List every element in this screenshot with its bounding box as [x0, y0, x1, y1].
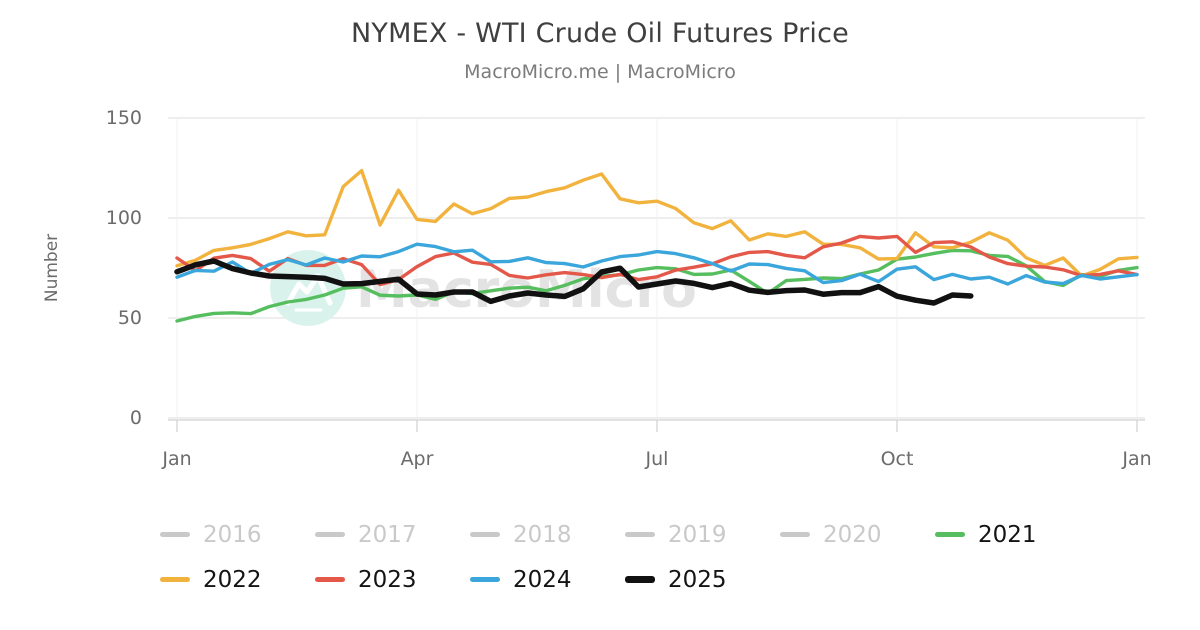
legend-label: 2016 — [203, 521, 262, 548]
legend-item-2019[interactable]: 2019 — [625, 522, 780, 548]
legend-item-2021[interactable]: 2021 — [935, 522, 1090, 548]
legend-dash-icon — [470, 577, 500, 582]
legend-row-1: 2016 2017 2018 2019 2020 2021 — [160, 512, 1170, 557]
legend-item-2025[interactable]: 2025 — [625, 567, 780, 593]
y-tick-label-100: 100 — [105, 207, 142, 229]
legend-label: 2020 — [823, 521, 882, 548]
x-tick-label-1-apr: Apr — [400, 448, 434, 470]
chart-title: NYMEX - WTI Crude Oil Futures Price — [351, 18, 849, 49]
x-tick-label-3-oct: Oct — [880, 448, 914, 470]
legend-label: 2017 — [358, 521, 417, 548]
legend-dash-icon — [160, 577, 190, 582]
legend-item-2023[interactable]: 2023 — [315, 567, 470, 593]
x-tick-label-0-jan: Jan — [162, 448, 192, 470]
legend-dash-icon — [625, 576, 655, 583]
legend: 2016 2017 2018 2019 2020 2021 2022 2023 2024 2025 — [160, 512, 1170, 602]
y-tick-label-50: 50 — [117, 307, 142, 329]
legend-dash-icon — [780, 532, 810, 537]
legend-item-2016[interactable]: 2016 — [160, 522, 315, 548]
legend-dash-icon — [935, 532, 965, 537]
legend-dash-icon — [470, 532, 500, 537]
watermark-mountain-icon — [285, 273, 333, 306]
legend-item-2024[interactable]: 2024 — [470, 567, 625, 593]
y-tick-label-0: 0 — [129, 407, 142, 429]
legend-label: 2019 — [668, 521, 727, 548]
legend-dash-icon — [625, 532, 655, 537]
legend-label: 2024 — [513, 566, 572, 593]
x-tick-label-4-jan: Jan — [1122, 448, 1152, 470]
legend-label: 2025 — [668, 566, 727, 593]
legend-label: 2021 — [978, 521, 1037, 548]
x-tick-label-2-jul: Jul — [645, 448, 669, 470]
legend-item-2022[interactable]: 2022 — [160, 567, 315, 593]
series-line-2022[interactable] — [175, 168, 1139, 278]
legend-item-2018[interactable]: 2018 — [470, 522, 625, 548]
legend-dash-icon — [160, 532, 190, 537]
legend-dash-icon — [315, 532, 345, 537]
legend-row-2: 2022 2023 2024 2025 — [160, 557, 1170, 602]
legend-label: 2018 — [513, 521, 572, 548]
legend-item-2020[interactable]: 2020 — [780, 522, 935, 548]
legend-dash-icon — [315, 577, 345, 582]
legend-item-2017[interactable]: 2017 — [315, 522, 470, 548]
legend-label: 2023 — [358, 566, 417, 593]
legend-label: 2022 — [203, 566, 262, 593]
series-line-2024[interactable] — [175, 242, 1139, 286]
y-tick-label-150: 150 — [105, 107, 142, 129]
series-line-2021[interactable] — [175, 248, 1139, 323]
series-line-2025[interactable] — [174, 258, 974, 306]
chart-subtitle: MacroMicro.me | MacroMicro — [464, 61, 736, 83]
